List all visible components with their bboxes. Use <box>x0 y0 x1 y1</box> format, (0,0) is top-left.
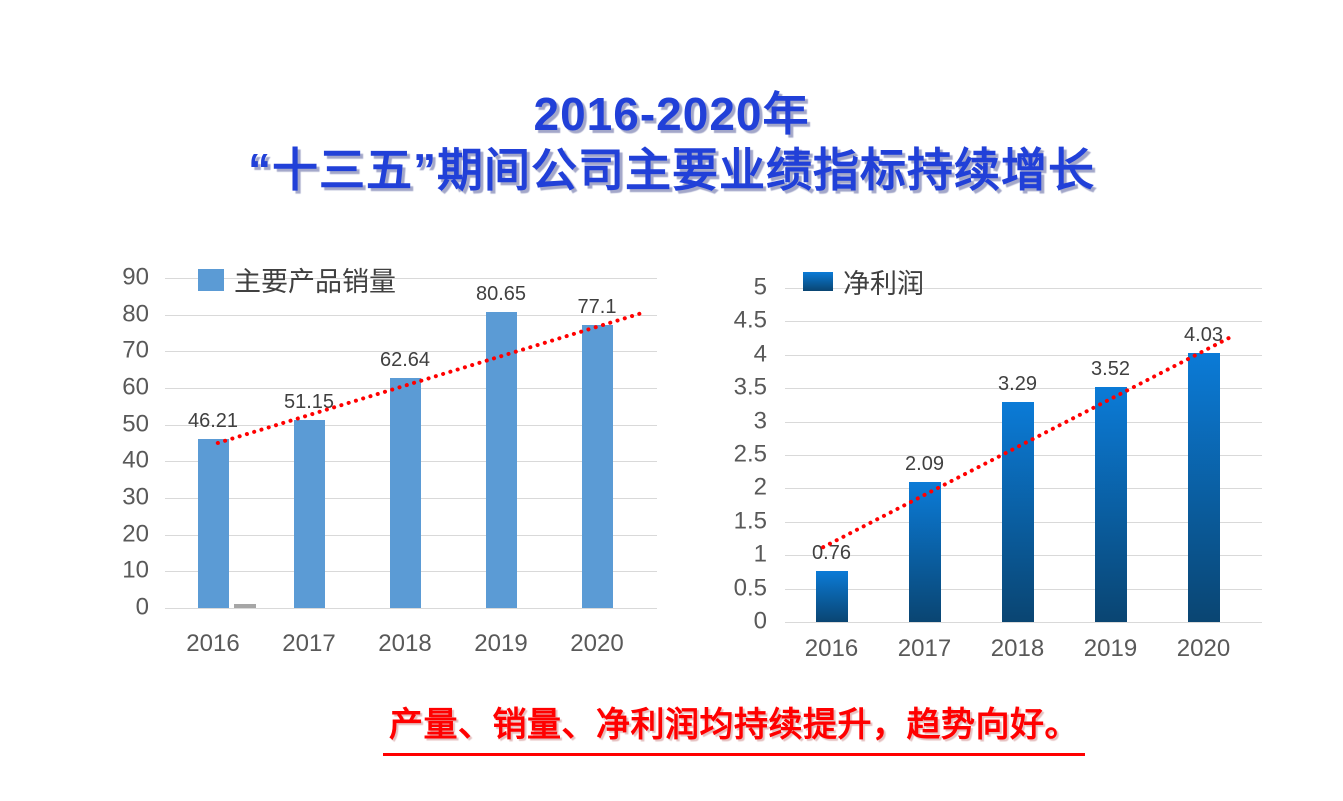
y-tick-label: 4.5 <box>733 306 767 334</box>
bar-2017 <box>908 482 941 622</box>
y-tick-label: 80 <box>122 300 149 328</box>
sales-volume-chart: 主要产品销量 90 80 70 60 50 40 30 20 10 0 46.21 51.15 62.… <box>105 250 657 665</box>
y-tick-label: 1.5 <box>733 507 767 535</box>
x-tick-label-2016: 2016 <box>186 630 240 657</box>
x-tick-label-2017: 2017 <box>897 635 952 662</box>
x-tick-label-2020: 2020 <box>1176 635 1231 662</box>
bar-2018 <box>389 378 421 608</box>
bar-2016 <box>197 438 229 608</box>
gridline <box>785 321 1262 323</box>
bar-2016 <box>815 571 848 622</box>
net-profit-chart: 净利润 5 4.5 4 3.5 3 2.5 2 1.5 1 0.5 0 0.76 2.09 3.29 3.… <box>715 250 1262 665</box>
x-tick-label-2018: 2018 <box>990 635 1045 662</box>
sales-y-axis: 90 80 70 60 50 40 30 20 10 0 <box>105 263 155 620</box>
data-label-2020: 77.1 <box>577 296 617 319</box>
data-label-2017: 2.09 <box>905 453 944 476</box>
bar-2019 <box>485 312 517 608</box>
trendline <box>821 332 1238 550</box>
footer-text: 产量、销量、净利润均持续提升，趋势向好。 <box>383 697 1085 756</box>
x-tick-label-2017: 2017 <box>282 630 336 657</box>
data-label-2018: 62.64 <box>379 349 431 372</box>
x-tick-label-2018: 2018 <box>378 630 432 657</box>
y-tick-label: 50 <box>122 410 149 438</box>
bar-2020 <box>581 325 613 608</box>
profit-legend-label: 净利润 <box>843 269 924 299</box>
bar-2019 <box>1094 386 1127 622</box>
title-line2: “十三五”期间公司主要业绩指标持续增长 <box>248 144 1095 197</box>
x-tick-label-2019: 2019 <box>474 630 528 657</box>
data-label-2018: 3.29 <box>998 373 1037 396</box>
y-tick-label: 10 <box>122 556 149 584</box>
trendline <box>215 310 647 445</box>
profit-x-axis: 2016 2017 2018 2019 2020 <box>785 635 1250 669</box>
data-label-2017: 51.15 <box>283 391 335 414</box>
y-tick-label: 20 <box>122 520 149 548</box>
x-tick-label-2020: 2020 <box>570 630 624 657</box>
sales-legend: 主要产品销量 <box>198 260 396 299</box>
sales-x-axis: 2016 2017 2018 2019 2020 <box>165 630 645 664</box>
profit-legend-swatch <box>803 272 833 291</box>
y-tick-label: 70 <box>122 336 149 364</box>
gridline <box>785 288 1262 289</box>
gridline <box>165 608 657 609</box>
gridline <box>165 314 657 316</box>
title-line1: 2016-2020年 <box>533 88 810 140</box>
y-tick-label: 40 <box>122 446 149 474</box>
data-label-2019: 3.52 <box>1091 357 1130 380</box>
bar-2018 <box>1001 402 1034 622</box>
data-label-2020: 4.03 <box>1184 323 1223 346</box>
y-tick-label: 60 <box>122 373 149 401</box>
bar-2020 <box>1187 352 1220 622</box>
gridline <box>165 351 657 353</box>
y-tick-label: 2 <box>753 473 767 501</box>
sales-legend-swatch <box>198 268 224 291</box>
profit-y-axis: 5 4.5 4 3.5 3 2.5 2 1.5 1 0.5 0 <box>715 273 773 634</box>
y-tick-label: 30 <box>122 483 149 511</box>
data-label-2019: 80.65 <box>475 283 527 306</box>
sales-legend-label: 主要产品销量 <box>234 267 396 297</box>
profit-plot-area: 0.76 2.09 3.29 3.52 4.03 <box>785 288 1262 623</box>
y-tick-label: 0 <box>753 607 767 635</box>
sales-plot-area: 46.21 51.15 62.64 80.65 77.1 <box>165 278 657 609</box>
y-tick-label: 90 <box>122 263 149 291</box>
y-tick-label: 4 <box>753 340 767 368</box>
y-tick-label: 0 <box>135 593 149 621</box>
extra-bar <box>233 604 256 608</box>
y-tick-label: 5 <box>753 273 767 301</box>
y-tick-label: 0.5 <box>733 574 767 602</box>
y-tick-label: 2.5 <box>733 440 767 468</box>
y-tick-label: 3.5 <box>733 373 767 401</box>
bar-2017 <box>293 420 325 608</box>
profit-legend: 净利润 <box>803 262 924 301</box>
gridline <box>165 278 657 279</box>
data-label-2016: 46.21 <box>187 409 239 432</box>
gridline <box>785 622 1262 623</box>
y-tick-label: 3 <box>753 407 767 435</box>
x-tick-label-2016: 2016 <box>804 635 859 662</box>
gridline <box>785 354 1262 356</box>
x-tick-label-2019: 2019 <box>1083 635 1138 662</box>
y-tick-label: 1 <box>753 540 767 568</box>
page-title: 2016-2020年 “十三五”期间公司主要业绩指标持续增长 <box>0 86 1343 198</box>
gridline <box>785 388 1262 390</box>
